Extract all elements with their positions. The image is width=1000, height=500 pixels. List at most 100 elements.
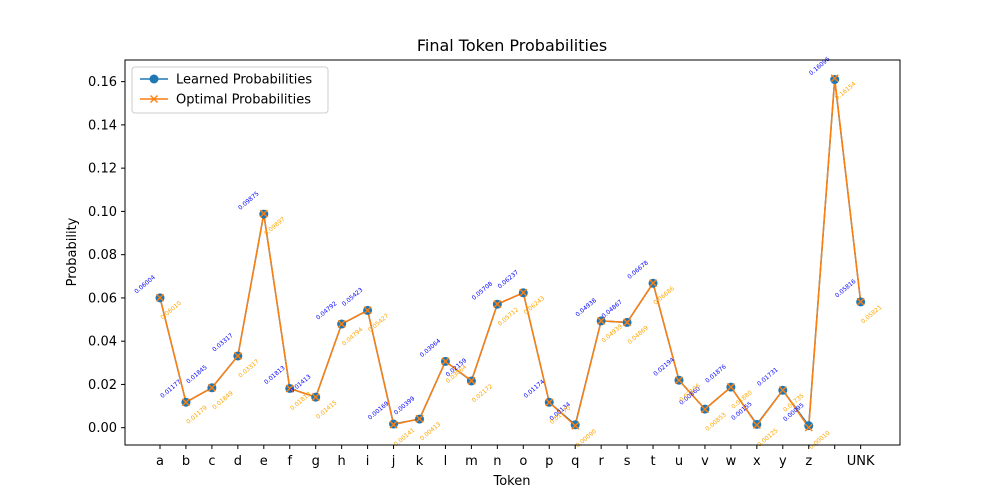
learned-point bbox=[830, 75, 840, 85]
optimal-data-label: 0.01849 bbox=[211, 390, 235, 411]
legend-learned-marker bbox=[149, 74, 159, 84]
optimal-data-label: 0.04869 bbox=[626, 324, 650, 345]
y-tick-label: 0.14 bbox=[88, 118, 117, 133]
x-tick-label: y bbox=[779, 454, 787, 469]
optimal-point bbox=[337, 320, 346, 329]
optimal-point bbox=[415, 414, 424, 423]
x-tick-label: p bbox=[545, 454, 553, 469]
learned-data-label: 0.05708 bbox=[471, 280, 495, 301]
x-axis-title: Token bbox=[493, 474, 531, 489]
optimal-data-label: 0.00090 bbox=[574, 428, 598, 449]
optimal-data-label: 0.16154 bbox=[834, 80, 858, 101]
optimal-point bbox=[778, 386, 787, 395]
y-tick-label: 0.16 bbox=[88, 75, 117, 90]
y-tick-label: 0.12 bbox=[88, 162, 117, 177]
learned-data-label: 0.03317 bbox=[211, 332, 235, 353]
optimal-point bbox=[726, 383, 735, 392]
x-tick-label: r bbox=[598, 454, 604, 469]
x-tick-label: m bbox=[465, 454, 478, 469]
optimal-point bbox=[363, 306, 372, 315]
y-axis-title: Probability bbox=[65, 217, 80, 286]
y-tick-label: 0.10 bbox=[88, 205, 117, 220]
legend-optimal-label: Optimal Probabilities bbox=[176, 93, 311, 108]
legend-box bbox=[131, 66, 329, 114]
x-tick-label: f bbox=[287, 454, 292, 469]
optimal-data-label: 0.02172 bbox=[471, 383, 495, 404]
x-tick-label: s bbox=[624, 454, 631, 469]
optimal-data-label: 0.04939 bbox=[600, 323, 624, 344]
series-line-optimal bbox=[159, 78, 862, 430]
x-tick-label: x bbox=[753, 454, 761, 469]
x-tick-label: v bbox=[701, 454, 709, 469]
learned-data-label: 0.05423 bbox=[341, 286, 365, 307]
axes: a b c d e f g h i j k l m n o p q r s t u v w x y z UNK 0.00 0.02 0.0… bbox=[88, 75, 875, 469]
learned-data-label: 0.01731 bbox=[756, 366, 780, 387]
optimal-point bbox=[519, 288, 528, 297]
y-tick-label: 0.04 bbox=[88, 335, 117, 350]
optimal-point bbox=[675, 376, 683, 385]
optimal-point bbox=[311, 393, 320, 402]
chart-title: Final Token Probabilities bbox=[417, 36, 607, 55]
learned-data-label: 0.01174 bbox=[523, 378, 547, 399]
optimal-data-label: 0.09897 bbox=[263, 216, 287, 237]
learned-data-label: 0.06004 bbox=[133, 274, 157, 295]
learned-data-label: 0.01876 bbox=[704, 363, 728, 384]
learned-data-label: 0.09875 bbox=[237, 190, 261, 211]
y-tick-label: 0.02 bbox=[88, 378, 117, 393]
y-tick-label: 0.00 bbox=[88, 421, 117, 436]
optimal-data-label: 0.00010 bbox=[808, 430, 832, 451]
optimal-data-label: 0.01179 bbox=[185, 404, 209, 425]
legend-optimal-marker bbox=[150, 95, 158, 103]
optimal-data-label: 0.01415 bbox=[315, 399, 339, 420]
y-tick-label: 0.08 bbox=[88, 248, 117, 263]
optimal-point bbox=[493, 300, 502, 309]
optimal-point bbox=[207, 383, 216, 392]
optimal-point bbox=[181, 398, 190, 407]
optimal-data-label: 0.05821 bbox=[860, 304, 884, 325]
x-tick-label: a bbox=[156, 454, 164, 469]
x-tick-label: h bbox=[338, 454, 346, 469]
learned-data-label: 0.05816 bbox=[834, 278, 858, 299]
learned-data-label: 0.03064 bbox=[419, 338, 443, 359]
x-tick-label: c bbox=[208, 454, 215, 469]
x-tick-label: g bbox=[312, 454, 320, 469]
x-tick-label: w bbox=[726, 454, 737, 469]
optimal-point bbox=[856, 297, 865, 306]
learned-data-label: 0.06678 bbox=[626, 259, 650, 280]
learned-data-label: 0.00399 bbox=[393, 395, 417, 416]
learned-data-label: 0.01813 bbox=[263, 365, 287, 386]
optimal-point bbox=[389, 420, 398, 429]
optimal-point bbox=[156, 293, 164, 302]
learned-data-label: 0.02194 bbox=[652, 356, 676, 377]
x-tick-label: UNK bbox=[847, 454, 875, 469]
optimal-point bbox=[545, 398, 554, 407]
optimal-data-label: 0.05712 bbox=[497, 306, 521, 327]
learned-data-label: 0.00169 bbox=[367, 400, 391, 421]
x-tick-label: d bbox=[234, 454, 242, 469]
optimal-point bbox=[467, 376, 476, 385]
x-tick-label: k bbox=[416, 454, 424, 469]
series-line-learned bbox=[159, 79, 862, 428]
x-tick-label: q bbox=[571, 454, 579, 469]
optimal-point bbox=[285, 384, 294, 393]
optimal-point bbox=[804, 423, 813, 432]
x-tick-label: b bbox=[182, 454, 190, 469]
x-tick-label: i bbox=[366, 454, 370, 469]
data-layer: 0.060040.011770.018450.033170.098750.018… bbox=[133, 56, 883, 451]
x-tick-label: o bbox=[519, 454, 527, 469]
optimal-point bbox=[571, 421, 580, 430]
x-tick-label: e bbox=[260, 454, 268, 469]
optimal-data-label: 0.03317 bbox=[237, 358, 261, 379]
optimal-point bbox=[700, 405, 709, 414]
legend: Learned Probabilities Optimal Probabiliti… bbox=[131, 66, 329, 114]
optimal-point bbox=[259, 209, 268, 218]
y-tick-label: 0.06 bbox=[88, 291, 117, 306]
learned-data-label: 0.04867 bbox=[600, 299, 624, 320]
learned-point bbox=[804, 421, 814, 431]
optimal-data-label: 0.04794 bbox=[341, 326, 365, 347]
learned-data-label: 0.04938 bbox=[574, 297, 598, 318]
x-tick-label: z bbox=[805, 454, 812, 469]
optimal-point bbox=[441, 357, 450, 366]
x-tick-label: n bbox=[493, 454, 501, 469]
optimal-point bbox=[623, 318, 632, 327]
